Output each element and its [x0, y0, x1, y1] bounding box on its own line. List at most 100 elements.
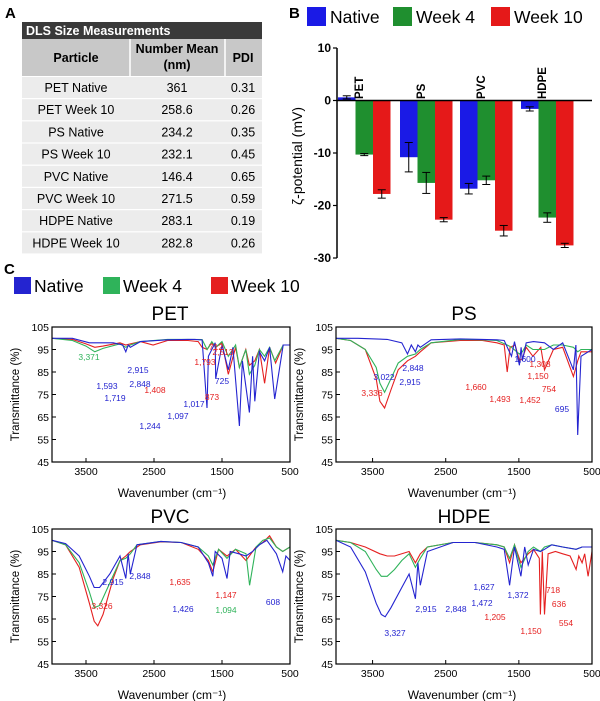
zeta-category-label: PS — [416, 83, 428, 99]
table-body: PET Native 361 0.31 PET Week 10 258.6 0.26 PS … — [22, 77, 262, 254]
zeta-chart: Native Week 4 Week 10 PET PS PVC HDPE 10 0 -10 -… — [289, 7, 592, 265]
ftir-peak-label: 1,408 — [144, 385, 166, 395]
zeta-category-label: PET — [354, 77, 366, 99]
zeta-bar — [435, 100, 453, 220]
zeta-legend-swatch — [393, 7, 412, 26]
cell-pdi: 0.59 — [231, 192, 255, 206]
table-row — [22, 188, 262, 209]
ftir-ytick-label: 55 — [321, 637, 333, 649]
table-row — [22, 99, 262, 121]
cell-pdi: 0.26 — [231, 103, 255, 117]
ftir-series-line — [336, 539, 592, 618]
zeta-bar — [373, 100, 391, 194]
ftir-peak-label: 2,915 — [415, 604, 437, 614]
ftir-ytick-label: 105 — [315, 524, 333, 536]
ftir-peak-label: 1,150 — [520, 626, 542, 636]
ftir-peak-label: 2,915 — [399, 377, 421, 387]
cell-particle: PET Week 10 — [38, 103, 115, 117]
ftir-peak-label: 1,244 — [139, 421, 161, 431]
table-header-row — [22, 39, 262, 76]
ftir-xtick-label: 500 — [583, 466, 600, 478]
ftir-ytick-label: 75 — [321, 390, 333, 402]
ftir-xlabel: Wavenumber (cm⁻¹) — [118, 688, 227, 701]
ftir-legend: Native Week 4 Week 10 — [14, 276, 300, 296]
cell-mean: 271.5 — [161, 192, 192, 206]
table-header-mean-unit: (nm) — [163, 58, 190, 72]
panel-c-letter: C — [4, 261, 15, 278]
table-header-particle: Particle — [53, 51, 98, 65]
cell-pdi: 0.35 — [231, 125, 255, 139]
zeta-ytick-label: -30 — [314, 251, 332, 265]
panel-b-letter: B — [289, 5, 300, 22]
zeta-category-label: HDPE — [537, 67, 549, 99]
ftir-series-line — [336, 539, 592, 615]
panel-a-letter: A — [5, 5, 16, 22]
ftir-ylabel: Transmittance (%) — [10, 550, 22, 644]
ftir-ytick-label: 85 — [37, 569, 49, 581]
table-header-pdi: PDI — [233, 51, 254, 65]
zeta-ytick-label: 0 — [324, 94, 331, 108]
zeta-bar — [477, 100, 495, 181]
ftir-ytick-label: 55 — [37, 637, 49, 649]
ftir-peak-label: 873 — [205, 392, 219, 402]
ftir-legend-swatch — [103, 277, 120, 294]
ftir-ytick-label: 95 — [37, 547, 49, 559]
ftir-ytick-label: 75 — [321, 592, 333, 604]
ftir-peak-label: 1,627 — [473, 582, 495, 592]
cell-particle: PET Native — [45, 81, 108, 95]
table-row — [22, 232, 262, 254]
ftir-peak-label: 1,097 — [167, 411, 189, 421]
cell-pdi: 0.65 — [231, 170, 255, 184]
zeta-ytick-label: -20 — [314, 199, 332, 213]
cell-pdi: 0.26 — [231, 236, 255, 250]
ftir-panel-title: PET — [152, 304, 189, 325]
ftir-peak-label: 554 — [559, 618, 573, 628]
ftir-series-line — [52, 337, 290, 427]
ftir-series-line — [336, 337, 592, 436]
ftir-legend-swatch — [14, 277, 31, 294]
ftir-peak-label: 1,017 — [183, 399, 205, 409]
ftir-xtick-label: 1500 — [507, 668, 531, 680]
ftir-peak-label: 725 — [215, 376, 229, 386]
zeta-ylabel: ζ-potential (mV) — [289, 107, 305, 205]
ftir-xlabel: Wavenumber (cm⁻¹) — [408, 486, 517, 500]
zeta-bar — [521, 100, 539, 109]
ftir-peak-label: 2,848 — [402, 363, 424, 373]
ftir-ytick-label: 95 — [37, 345, 49, 357]
ftir-xtick-label: 3500 — [361, 668, 385, 680]
cell-mean: 283.1 — [161, 214, 192, 228]
ftir-xtick-label: 3500 — [361, 466, 385, 478]
ftir-peak-label: 1,635 — [169, 577, 191, 587]
ftir-peak-label: 1,452 — [519, 395, 541, 405]
ftir-peak-label: 2,513 — [212, 347, 234, 357]
ftir-peak-label: 1,147 — [215, 590, 237, 600]
ftir-panel-title: HDPE — [438, 507, 491, 528]
ftir-panel-title: PS — [451, 304, 476, 325]
ftir-xtick-label: 1500 — [210, 668, 234, 680]
ftir-xtick-label: 2500 — [434, 668, 458, 680]
table-row — [22, 210, 262, 232]
zeta-ytick-label: 10 — [318, 41, 332, 55]
ftir-peak-label: 1,308 — [529, 359, 551, 369]
ftir-ytick-label: 55 — [321, 435, 333, 447]
zeta-ytick-label: -10 — [314, 146, 332, 160]
cell-pdi: 0.19 — [231, 214, 255, 228]
ftir-ytick-label: 65 — [321, 614, 333, 626]
table-header-mean: Number Mean — [136, 42, 219, 56]
ftir-series-line — [52, 337, 290, 376]
table-row — [22, 121, 262, 143]
zeta-bar — [400, 100, 418, 158]
ftir-peak-label: 3,327 — [384, 628, 406, 638]
ftir-peak-label: 636 — [552, 599, 566, 609]
ftir-peak-label: 1,719 — [104, 393, 126, 403]
ftir-ylabel: Transmittance (%) — [10, 348, 22, 442]
ftir-ytick-label: 85 — [37, 367, 49, 379]
ftir-xlabel: Wavenumber (cm⁻¹) — [118, 486, 227, 500]
ftir-peak-label: 2,915 — [127, 365, 149, 375]
dls-table: DLS Size Measurements Particle Number Me… — [22, 22, 262, 254]
ftir-ytick-label: 75 — [37, 592, 49, 604]
ftir-xtick-label: 1500 — [210, 466, 234, 478]
ftir-peak-label: 2,915 — [102, 577, 124, 587]
ftir-panel-ps: PS 105 95 85 75 65 55 45 3500 2500 1500 500 Wavenumb… — [294, 304, 600, 500]
